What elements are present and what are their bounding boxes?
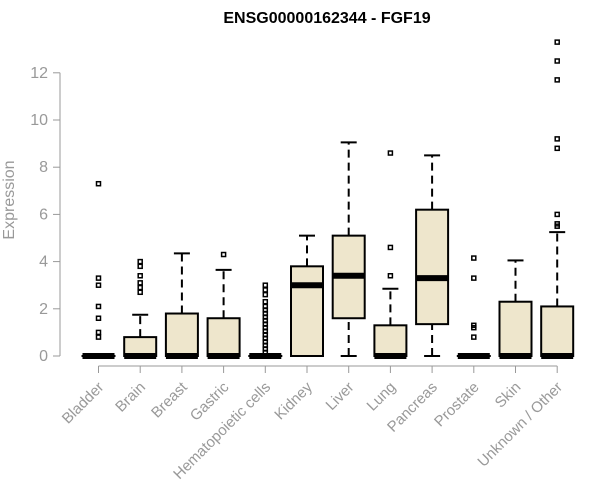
outlier-point [387,244,394,251]
iqr-box [290,265,324,358]
outlier-point [262,298,269,305]
boxes-group [81,39,575,359]
box-gastric [206,251,241,359]
box-unknown-other [540,39,575,359]
box-bladder [81,180,116,359]
outlier-point [137,289,143,296]
iqr-box [206,317,241,357]
outlier-point [471,322,477,329]
box-breast [164,252,199,359]
x-tick-label: Lung [364,379,400,415]
y-tick-label: 2 [39,301,48,318]
iqr-box [415,208,450,326]
outlier-point [387,150,394,156]
outlier-point [387,273,394,279]
outlier-point [95,180,102,187]
y-tick-label: 10 [30,112,48,129]
box-liver [331,141,366,357]
outlier-point [220,251,227,258]
iqr-box [373,324,408,358]
box-lung [373,150,408,359]
x-tick-label: Skin [492,379,525,412]
box-pancreas [415,154,450,357]
box-hematopoietic-cells [248,282,283,359]
x-tick-label: Brain [112,379,149,416]
outlier-point [554,39,560,45]
y-tick-label: 8 [39,159,48,176]
iqr-box [164,312,199,357]
x-tick-label: Breast [148,378,191,421]
iqr-box [498,300,533,357]
outlier-point [95,303,102,310]
outlier-point [262,287,269,293]
chart-title: ENSG00000162344 - FGF19 [223,10,430,27]
outlier-point [137,263,143,270]
y-tick-label: 4 [39,254,48,271]
outlier-point [95,334,102,340]
outlier-point [95,315,102,321]
box-skin [498,259,533,359]
outlier-point [95,329,102,336]
outlier-point [262,303,269,310]
outlier-point [95,275,102,281]
box-kidney [290,234,324,358]
y-axis-label: Expression [1,160,18,239]
outlier-point [137,284,143,291]
y-tick-label: 12 [30,65,48,82]
outlier-point [471,334,477,340]
outlier-point [137,273,143,279]
outlier-point [262,282,269,288]
outlier-point [554,136,560,142]
outlier-point [471,255,477,261]
x-tick-label: Prostate [431,379,483,431]
x-tick-label: Bladder [59,379,108,428]
outlier-point [471,275,477,281]
x-tick-label: Liver [323,379,358,414]
outlier-point [554,221,560,227]
outlier-point [262,291,269,298]
y-tick-label: 6 [39,206,48,223]
y-axis: 0 2 4 6 8 10 12 [30,65,61,365]
outlier-point [554,211,560,218]
outlier-point [554,145,560,152]
outlier-point [554,58,560,64]
x-tick-label: Kidney [271,378,316,423]
iqr-box [540,305,575,358]
outlier-point [137,280,143,286]
outlier-point [554,77,560,83]
y-tick-label: 0 [39,348,48,365]
box-brain [123,258,158,359]
outlier-point [137,258,143,265]
outlier-point [95,282,102,288]
box-prostate [456,255,491,359]
